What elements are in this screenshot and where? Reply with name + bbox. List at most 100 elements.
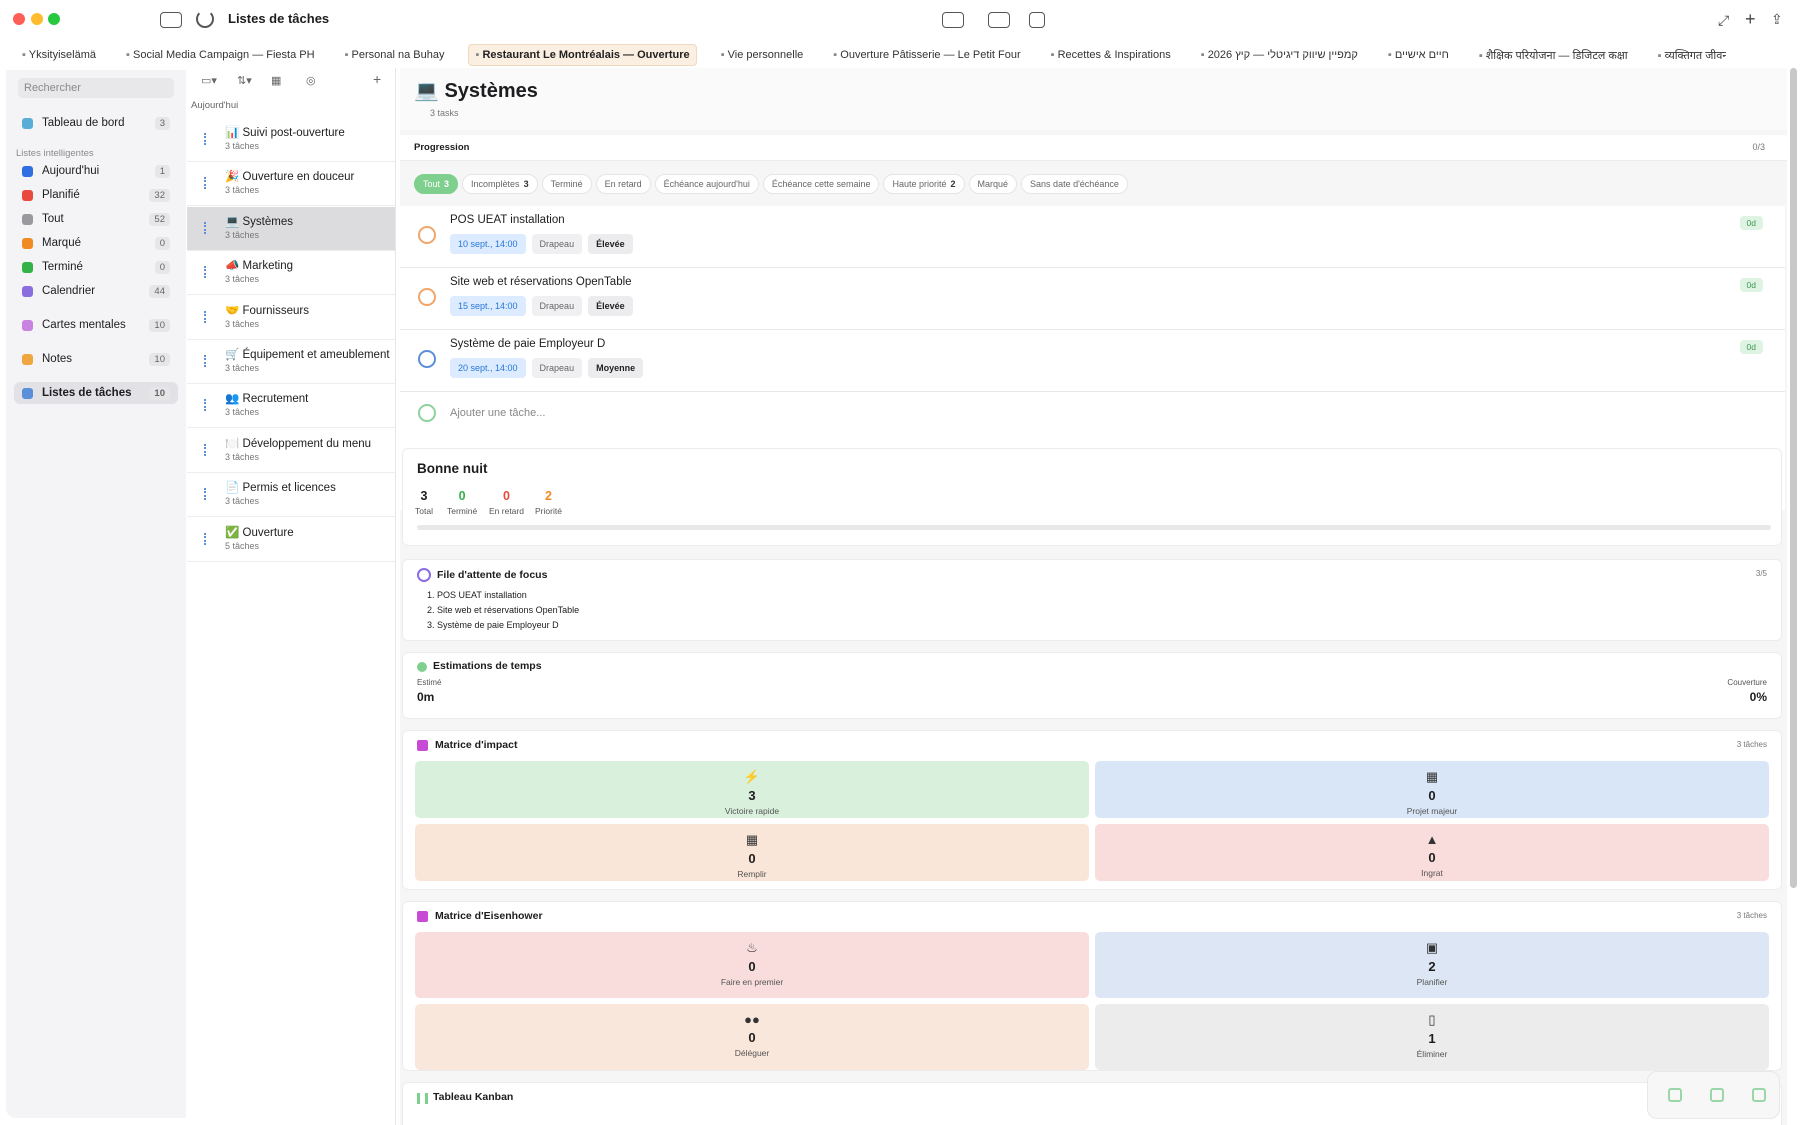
sidebar-item[interactable]: Tableau de bord 3 — [14, 112, 178, 134]
sidebar-toggle[interactable] — [160, 12, 182, 28]
kanban-title: Tableau Kanban — [433, 1091, 514, 1103]
task-list-item[interactable]: 📣 Marketing 3 tâches — [187, 251, 395, 296]
matrix-cell[interactable]: ▦ 0 Remplir — [415, 824, 1089, 881]
filter-label: Tout — [423, 179, 441, 189]
matrix-cell[interactable]: ▲ 0 Ingrat — [1095, 824, 1769, 881]
sidebar-item[interactable]: Cartes mentales 10 — [14, 314, 178, 336]
cell-value: 2 — [1428, 959, 1436, 974]
matrix-cell[interactable]: ●● 0 Déléguer — [415, 1004, 1089, 1070]
sidebar-item[interactable]: Listes de tâches 10 — [14, 382, 178, 404]
settings-button[interactable] — [1029, 12, 1045, 28]
task-list-item[interactable]: 🎉 Ouverture en douceur 3 tâches — [187, 162, 395, 207]
refresh-button[interactable] — [196, 10, 214, 28]
tab[interactable]: Ouverture Pâtisserie — Le Petit Four — [827, 45, 1026, 65]
filter-chip[interactable]: Échéance cette semaine — [762, 174, 880, 194]
checkbox[interactable] — [418, 288, 436, 306]
sidebar-item[interactable]: Marqué 0 — [14, 232, 178, 254]
estimates-title: Estimations de temps — [433, 660, 542, 672]
filter-chip[interactable]: Incomplètes 3 — [462, 174, 538, 194]
done-filter[interactable]: ◎ — [306, 75, 316, 87]
flag-button[interactable]: Drapeau — [531, 234, 583, 254]
sidebar-item[interactable]: Calendrier 44 — [14, 280, 178, 302]
priority-select[interactable]: Élevée — [588, 296, 633, 316]
list-header: Aujourd'hui — [191, 100, 239, 111]
cell-value: 0 — [1428, 850, 1436, 865]
due-date[interactable]: 15 sept., 14:00 — [450, 296, 526, 316]
tab[interactable]: Personal na Buhay — [339, 45, 451, 65]
item-icon — [22, 189, 33, 201]
layout-button[interactable]: ▦ — [271, 75, 282, 87]
cell-label: Déléguer — [734, 1048, 770, 1058]
view-switcher[interactable] — [942, 12, 964, 28]
add-task[interactable]: Ajouter une tâche... — [450, 407, 546, 419]
checkbox[interactable] — [418, 226, 436, 244]
priority-select[interactable]: Moyenne — [588, 358, 644, 378]
scrollbar[interactable] — [1790, 68, 1797, 888]
toolbar-button[interactable] — [1710, 1088, 1724, 1102]
list-name: 👥 Recrutement — [225, 393, 309, 406]
due-date[interactable]: 20 sept., 14:00 — [450, 358, 526, 378]
filter-chip[interactable]: Échéance aujourd'hui — [654, 174, 759, 194]
task-list-item[interactable]: 🤝 Fournisseurs 3 tâches — [187, 296, 395, 340]
tab[interactable]: חיים אישיים — [1382, 45, 1455, 65]
add-list[interactable]: + — [373, 71, 382, 87]
matrix-cell[interactable]: ⚡ 3 Victoire rapide — [415, 761, 1089, 818]
toolbar-button[interactable] — [1752, 1088, 1766, 1102]
window-title: Listes de tâches — [228, 11, 330, 26]
task-list-item[interactable]: 💻 Systèmes 3 tâches — [187, 206, 395, 251]
sidebar: Rechercher Tableau de bord 3 Listes intelli… — [6, 70, 186, 1118]
filter-chip[interactable]: Tout 3 — [414, 174, 459, 194]
tab[interactable]: Recettes & Inspirations — [1045, 45, 1177, 65]
tab[interactable]: Restaurant Le Montréalais — Ouverture — [468, 44, 697, 66]
new-button[interactable]: + — [1745, 9, 1756, 29]
tab[interactable]: Yksityiselämä — [16, 45, 102, 65]
matrix-cell[interactable]: ▣ 2 Planifier — [1095, 932, 1769, 998]
tab[interactable]: Vie personnelle — [715, 45, 810, 65]
filter-chip[interactable]: Marqué — [968, 174, 1018, 194]
tab[interactable]: व्यक्तिगत जीवन — [1652, 44, 1726, 66]
sidebar-item[interactable]: Planifié 32 — [14, 184, 178, 206]
sidebar-item[interactable]: Aujourd'hui 1 — [14, 160, 178, 182]
task-list-item[interactable]: 📄 Permis et licences 3 tâches — [187, 473, 395, 518]
task-list-item[interactable]: 📊 Suivi post-ouverture 3 tâches — [187, 118, 395, 162]
zoom-button[interactable] — [48, 13, 60, 25]
sidebar-item[interactable]: Tout 52 — [14, 208, 178, 230]
close-button[interactable] — [13, 13, 25, 25]
task-list-item[interactable]: ✅ Ouverture 5 tâches — [187, 518, 395, 562]
sidebar-item[interactable]: Notes 10 — [14, 348, 178, 370]
item-icon — [22, 237, 33, 249]
tab[interactable]: Social Media Campaign — Fiesta PH — [120, 45, 321, 65]
toolbar-button[interactable] — [1668, 1088, 1682, 1102]
tab[interactable]: शैक्षिक परियोजना — डिजिटल कक्षा — [1473, 44, 1634, 66]
priority-select[interactable]: Élevée — [588, 234, 633, 254]
minimize-button[interactable] — [31, 13, 43, 25]
filter-chip[interactable]: Haute priorité 2 — [883, 174, 965, 194]
filter-chip[interactable]: Terminé — [541, 174, 592, 194]
matrix-cell[interactable]: ▯ 1 Éliminer — [1095, 1004, 1769, 1070]
task-list-item[interactable]: 🍽️ Développement du menu 3 tâches — [187, 429, 395, 473]
flag-button[interactable]: Drapeau — [531, 296, 583, 316]
flag-button[interactable]: Drapeau — [531, 358, 583, 378]
task-list-item[interactable]: 🛒 Équipement et ameublement 3 tâches — [187, 340, 395, 384]
task-row[interactable]: Système de paie Employeur D 20 sept., 14:… — [400, 330, 1785, 392]
stat-value: 3 — [420, 489, 428, 503]
task-list-item[interactable]: 👥 Recrutement 3 tâches — [187, 384, 395, 429]
matrix-cell[interactable]: ▦ 0 Projet majeur — [1095, 761, 1769, 818]
filter-chip[interactable]: Sans date d'échéance — [1021, 174, 1128, 194]
matrix-cell[interactable]: ♨ 0 Faire en premier — [415, 932, 1089, 998]
task-row[interactable]: Site web et réservations OpenTable 15 sep… — [400, 268, 1785, 330]
tab[interactable]: קמפיין שיווק דיגיטלי — קיץ 2026 — [1195, 45, 1364, 65]
cell-icon: ▣ — [1425, 940, 1439, 955]
chart-button[interactable] — [988, 12, 1010, 28]
task-row[interactable]: POS UEAT installation 10 sept., 14:00 Drap… — [400, 206, 1785, 268]
sidebar-item[interactable]: Terminé 0 — [14, 256, 178, 278]
expand-button[interactable]: ⤢ — [1718, 12, 1730, 28]
search-field[interactable]: Rechercher — [18, 78, 174, 98]
filter-chip[interactable]: En retard — [595, 174, 651, 194]
due-date[interactable]: 10 sept., 14:00 — [450, 234, 526, 254]
checkbox[interactable] — [418, 350, 436, 368]
share-button[interactable]: ⇪ — [1771, 11, 1783, 27]
sort-menu[interactable]: ⇅▾ — [237, 75, 252, 87]
inbox-menu[interactable]: ▭▾ — [201, 75, 217, 87]
